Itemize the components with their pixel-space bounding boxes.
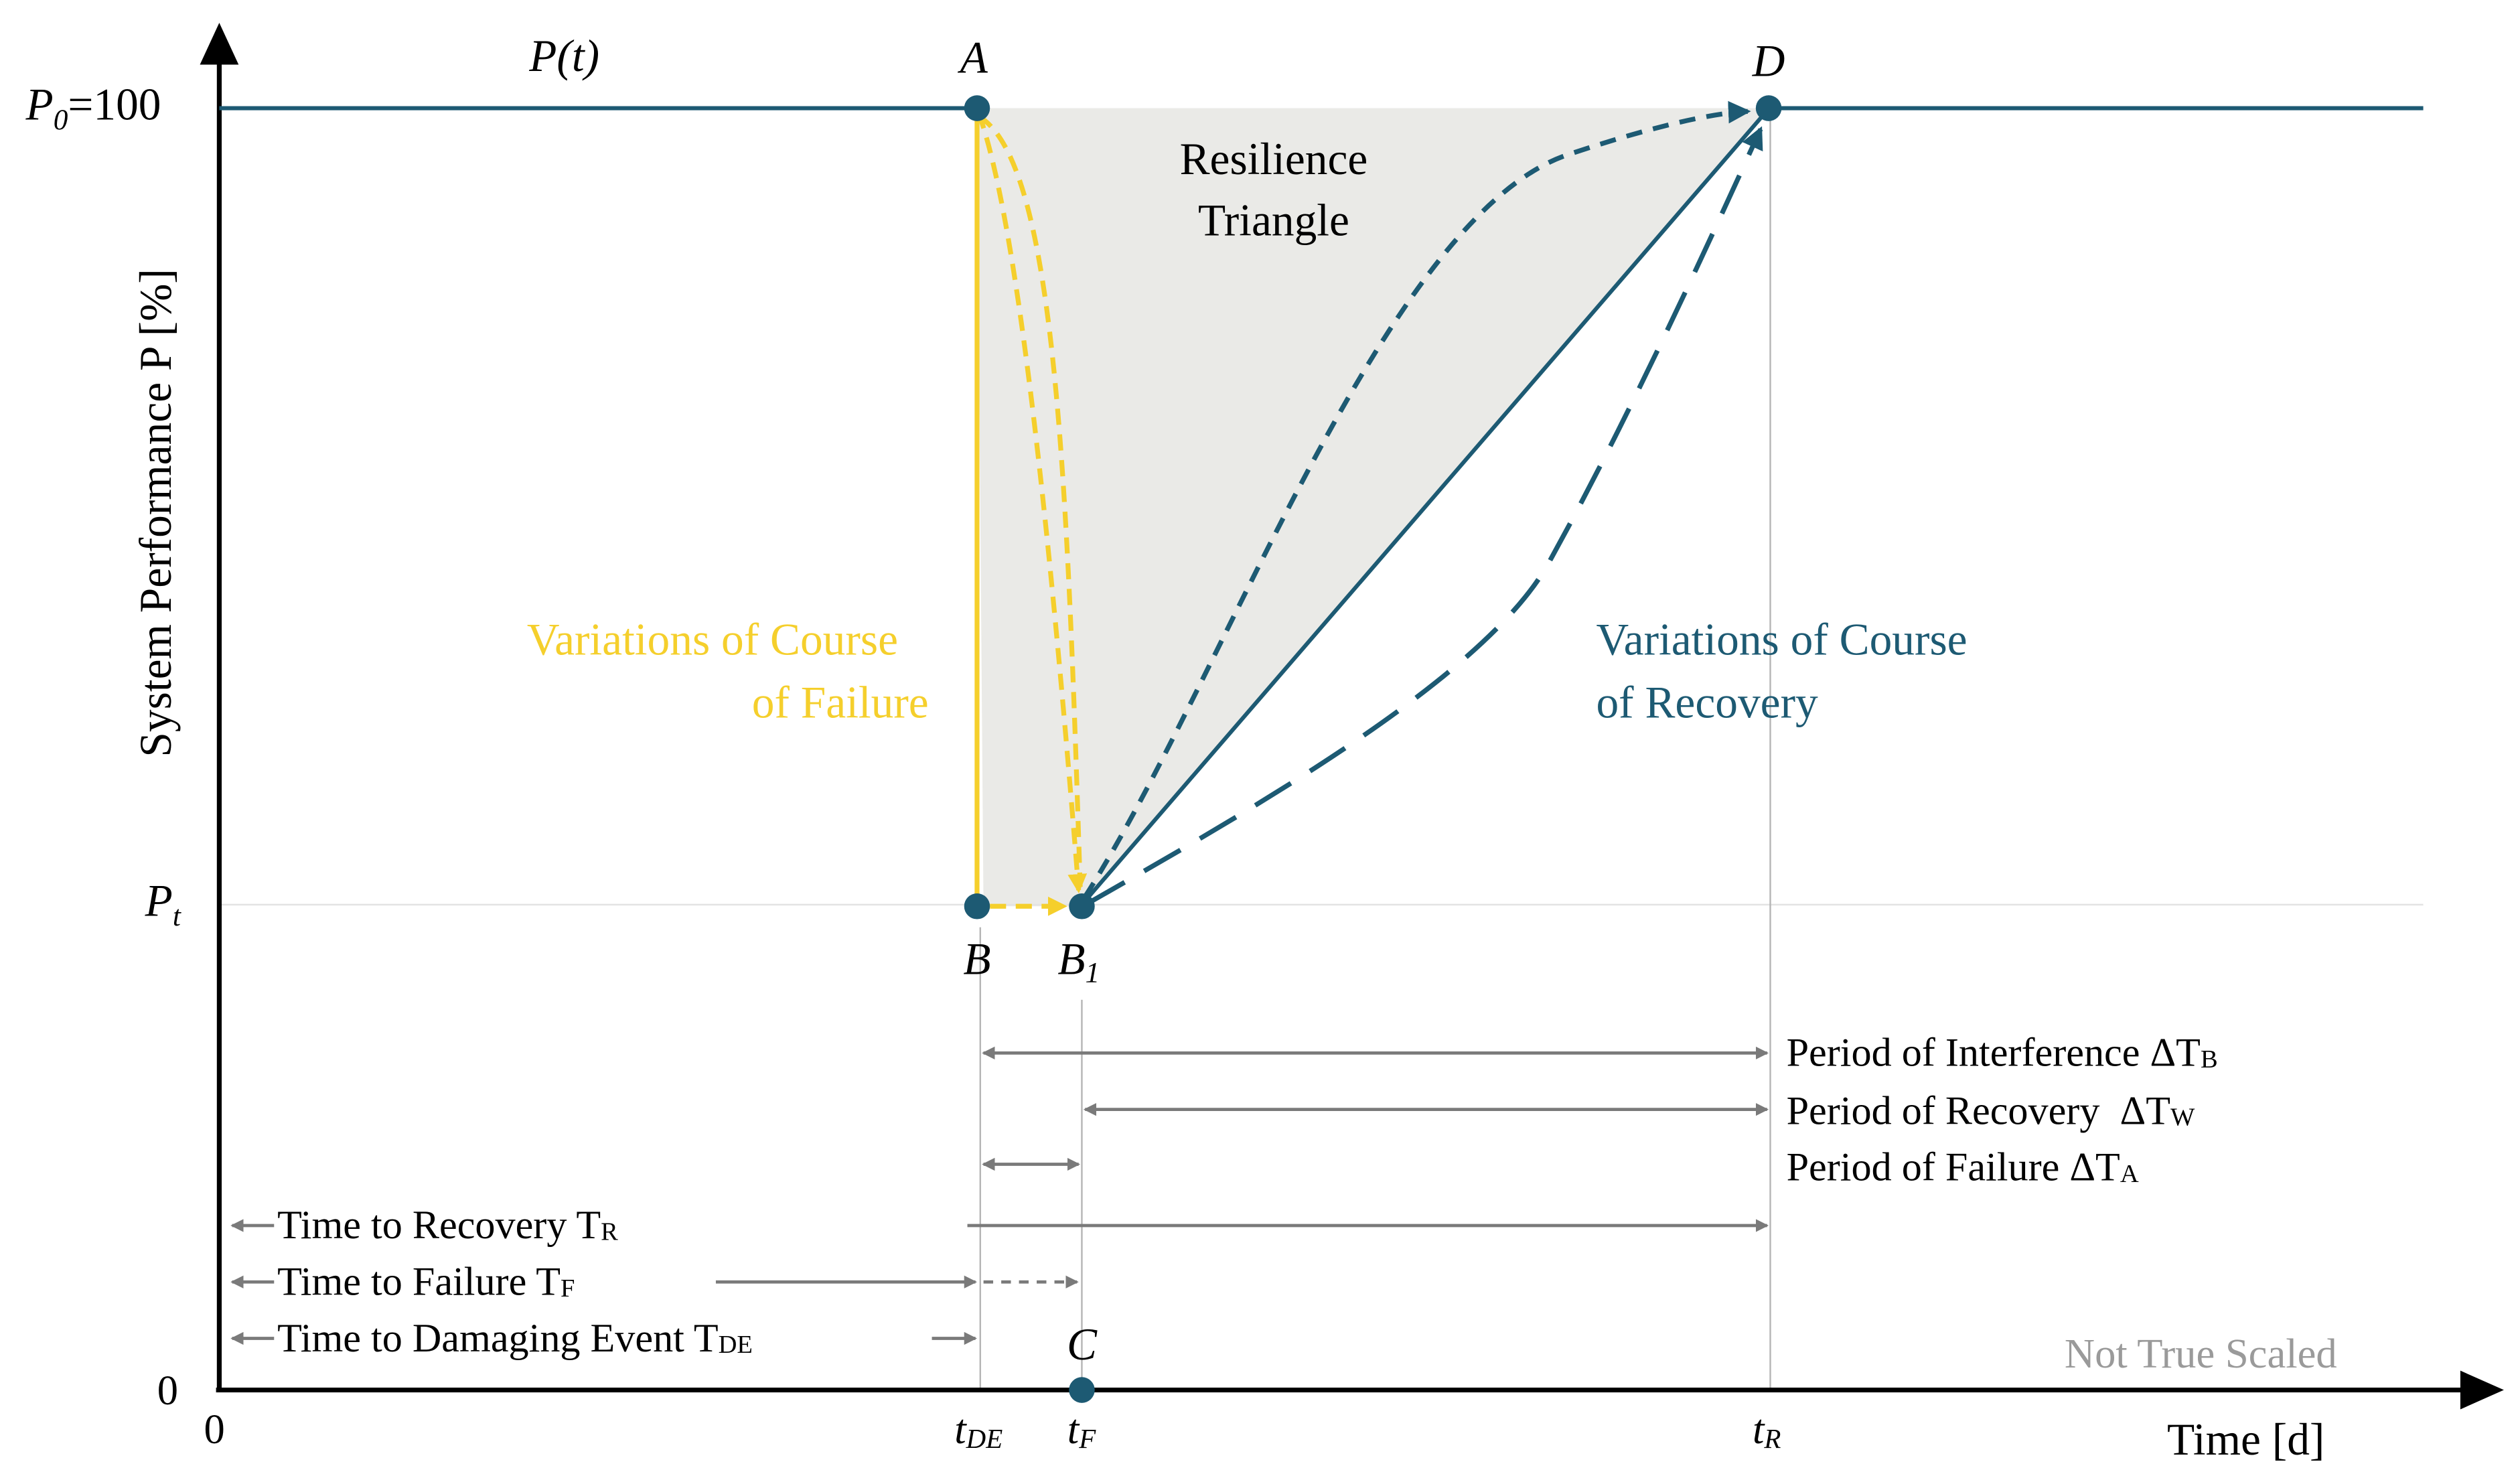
failure-variations-line2: of Failure [752, 678, 929, 728]
tick-t-de: tDE [954, 1406, 1003, 1454]
tick-t-f: tF [1067, 1406, 1096, 1454]
y-zero-label: 0 [157, 1367, 178, 1414]
period-recovery-label: Period of Recovery ΔTW [1787, 1088, 2195, 1133]
point-c-marker [1069, 1377, 1095, 1403]
recovery-variations-line2: of Recovery [1596, 678, 1818, 728]
not-true-scaled-note: Not True Scaled [2065, 1330, 2337, 1377]
x-axis-arrowhead [2460, 1370, 2504, 1410]
y-axis-arrowhead [200, 22, 239, 65]
triangle-label-line2: Triangle [1198, 196, 1349, 246]
recovery-variations-line1: Variations of Course [1596, 615, 1967, 665]
p0-label: P0=100 [25, 79, 161, 135]
failure-variations-line1: Variations of Course [527, 615, 898, 665]
point-d-label: D [1752, 35, 1785, 86]
period-failure-label: Period of Failure ΔTA [1787, 1145, 2139, 1190]
time-to-damaging-label: Time to Damaging Event TDE [277, 1316, 753, 1361]
y-axis-label: System Performance P [%] [131, 269, 181, 757]
origin-label: 0 [204, 1406, 225, 1453]
triangle-label-line1: Resilience [1180, 134, 1368, 184]
failure-path-dashed-2 [977, 114, 1083, 887]
recovery-path-solid [1080, 115, 1764, 906]
point-b-marker [964, 893, 990, 919]
point-d-marker [1755, 95, 1782, 121]
resilience-triangle-area [976, 108, 1769, 907]
point-c-label: C [1067, 1319, 1098, 1370]
curve-label: P(t) [528, 31, 599, 81]
recovery-path-dashed-fast [1083, 100, 1751, 898]
time-to-failure-label: Time to Failure TF [277, 1260, 575, 1305]
point-a-marker [964, 95, 990, 121]
point-b1-marker [1069, 893, 1095, 919]
x-axis-label: Time [d] [2167, 1414, 2324, 1465]
pt-label: Pt [145, 876, 181, 932]
time-to-recovery-label: Time to Recovery TR [277, 1203, 618, 1248]
tick-t-r: tR [1753, 1406, 1781, 1454]
point-b1-label: B1 [1057, 934, 1100, 988]
recovery-path-dashed-slow [1087, 126, 1763, 905]
failure-path-dashed-1 [976, 112, 1088, 894]
period-interference-label: Period of Interference ΔTB [1787, 1031, 2218, 1076]
point-b-label: B [963, 934, 990, 984]
point-a-label: A [958, 33, 988, 83]
